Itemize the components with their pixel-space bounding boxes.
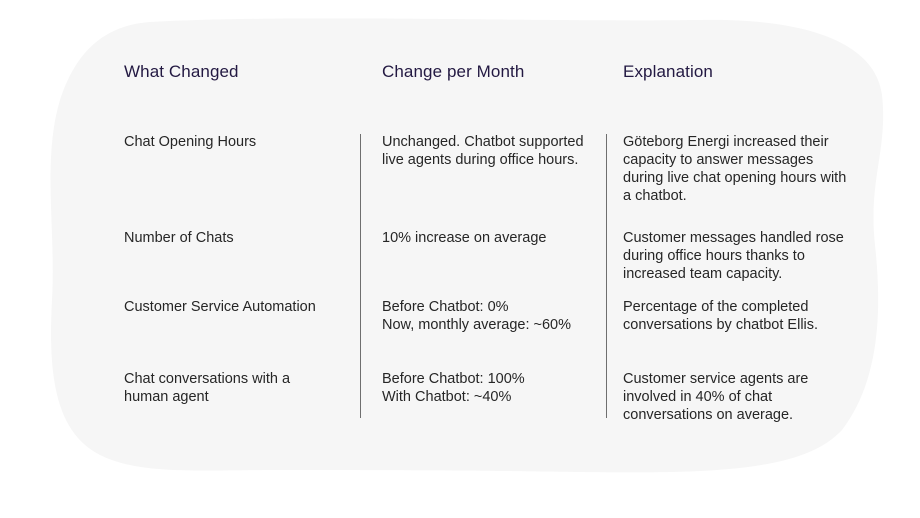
header-change-per-month: Change per Month (382, 62, 525, 81)
column-divider-right (606, 134, 607, 418)
header-explanation: Explanation (623, 62, 713, 81)
row-4-change: Before Chatbot: 100% With Chatbot: ~40% (382, 371, 525, 405)
row-4-what-changed: Chat conversations with a human agent (124, 371, 291, 405)
row-3-what-changed: Customer Service Automation (124, 299, 316, 315)
header-what-changed: What Changed (124, 62, 239, 81)
row-3-explanation: Percentage of the completed conversation… (623, 299, 819, 333)
row-1-explanation: Göteborg Energi increased their capacity… (623, 134, 847, 204)
row-1-what-changed: Chat Opening Hours (124, 134, 257, 150)
row-1-change: Unchanged. Chatbot supported live agents… (382, 134, 584, 168)
row-2-what-changed: Number of Chats (124, 230, 234, 246)
row-2-explanation: Customer messages handled rose during of… (623, 230, 844, 282)
row-2-change: 10% increase on average (382, 230, 547, 246)
row-3-change: Before Chatbot: 0% Now, monthly average:… (382, 299, 572, 333)
column-divider-left (360, 134, 361, 418)
blob-shape (50, 18, 884, 473)
row-4-explanation: Customer service agents are involved in … (623, 371, 809, 423)
